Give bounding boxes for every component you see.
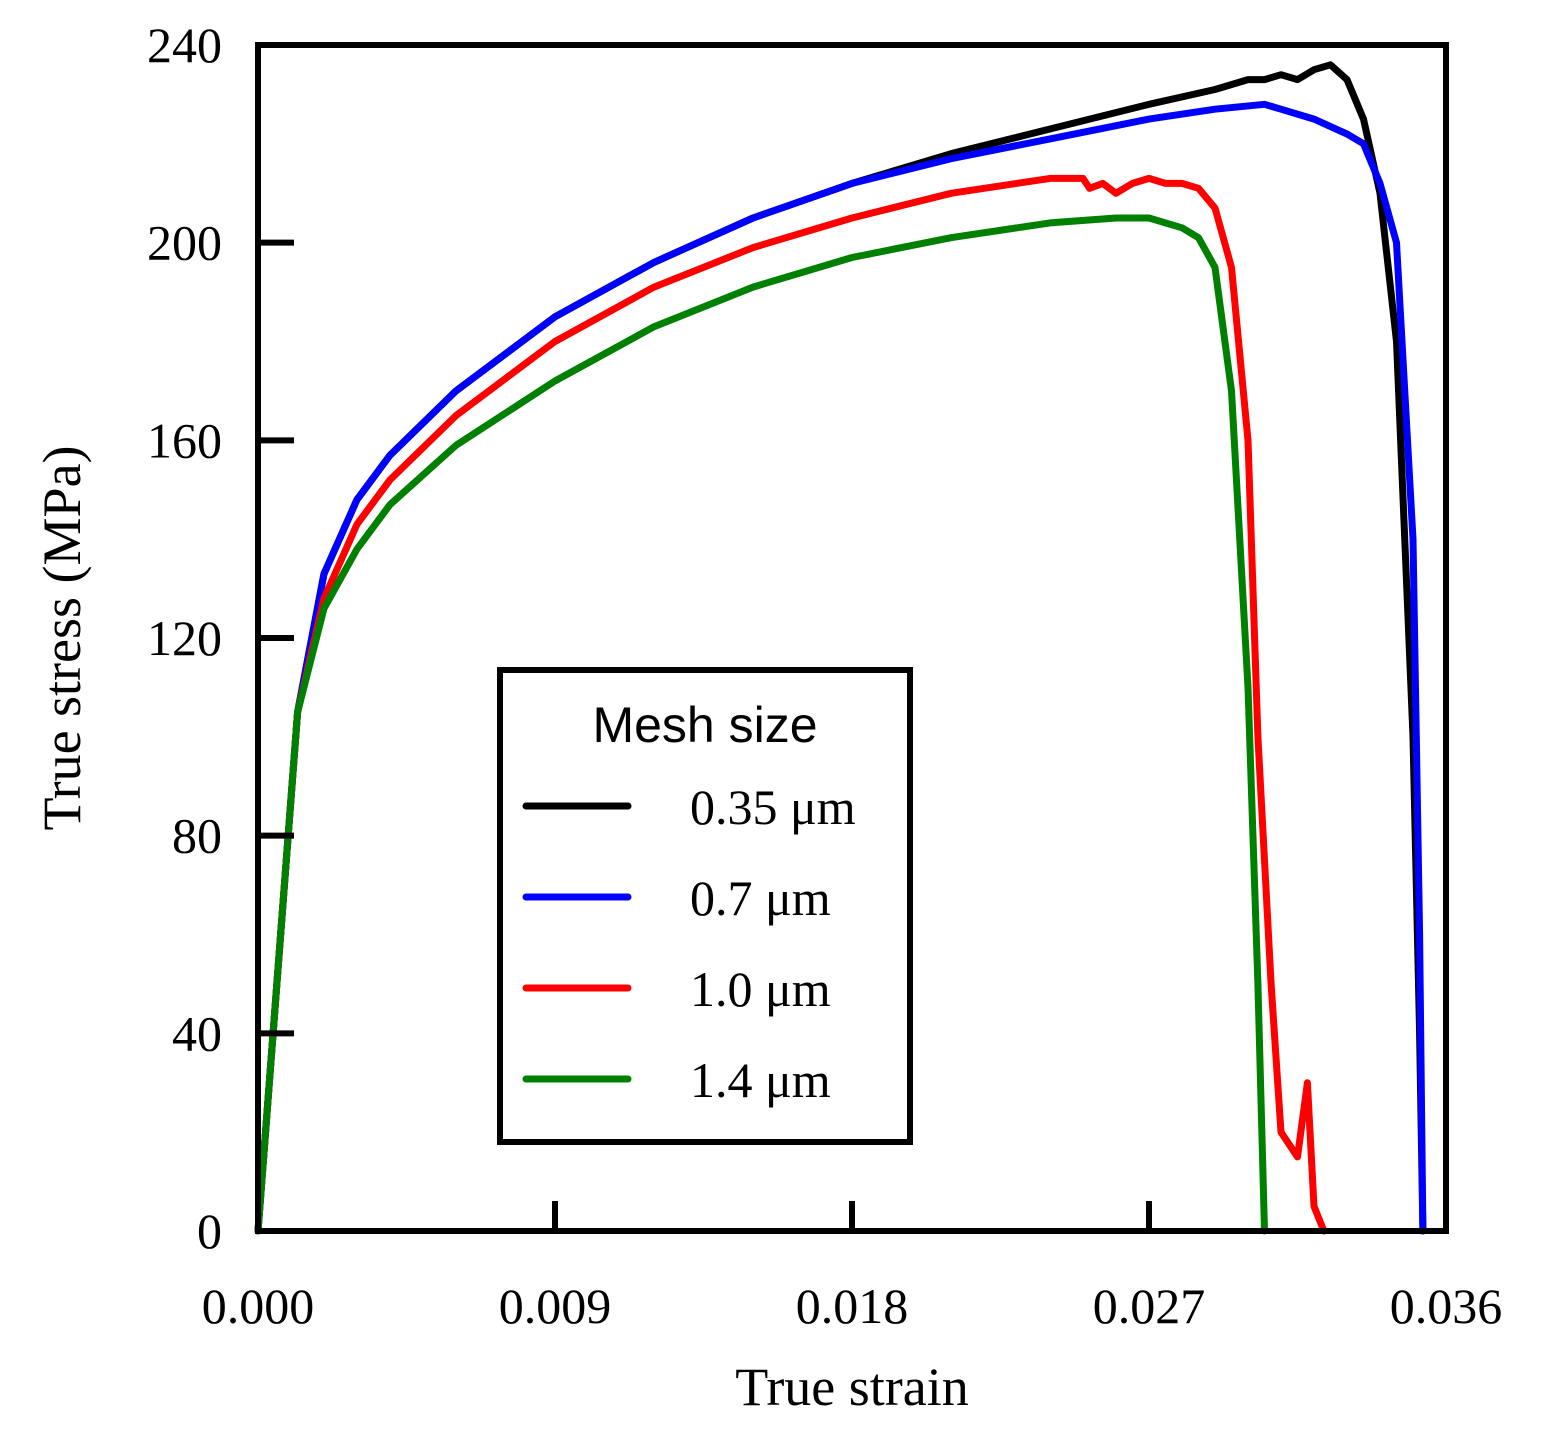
legend-label-1: 0.7 μm (690, 870, 831, 926)
y-tick-label: 0 (197, 1203, 222, 1259)
y-tick-label: 80 (172, 808, 222, 864)
legend-label-3: 1.4 μm (690, 1052, 831, 1108)
y-tick-label: 240 (147, 17, 222, 73)
y-tick-label: 40 (172, 1005, 222, 1061)
legend-title: Mesh size (592, 697, 817, 753)
legend-label-0: 0.35 μm (690, 779, 856, 835)
y-tick-label: 200 (147, 215, 222, 271)
series-layer (254, 61, 1427, 1235)
series-line-2 (254, 174, 1328, 1235)
legend: Mesh size 0.35 μm 0.7 μm 1.0 μm 1.4 μm (497, 667, 913, 1145)
x-axis-label: True strain (735, 1357, 969, 1417)
x-tick-label: 0.000 (202, 1278, 315, 1334)
x-tick-label: 0.018 (796, 1278, 909, 1334)
plot-frame (255, 42, 1449, 1234)
legend-box (497, 667, 913, 1145)
legend-label-2: 1.0 μm (690, 961, 831, 1017)
y-tick-label: 120 (147, 610, 222, 666)
x-tick-label: 0.027 (1093, 1278, 1206, 1334)
series-line-3 (254, 214, 1268, 1235)
x-tick-label: 0.009 (499, 1278, 612, 1334)
y-tick-label: 160 (147, 412, 222, 468)
legend-entries: 0.35 μm 0.7 μm 1.0 μm 1.4 μm (522, 779, 856, 1108)
series-line-1 (254, 100, 1427, 1235)
x-tick-label: 0.036 (1390, 1278, 1503, 1334)
ticks-layer: 0.000 0.009 0.018 0.027 0.036 0 40 80 120 160 200 2… (147, 17, 1502, 1334)
y-axis-label: True stress (MPa) (32, 445, 92, 830)
